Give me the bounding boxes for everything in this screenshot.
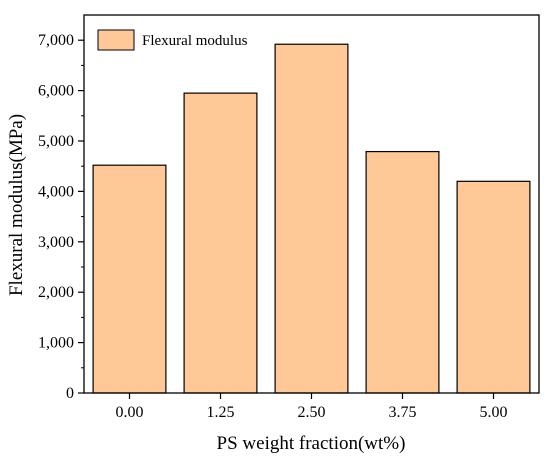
- y-tick-label: 5,000: [38, 133, 74, 150]
- bars-layer: [92, 43, 531, 394]
- bar-5.00: [456, 180, 531, 394]
- y-axis-title: Flexural modulus(MPa): [6, 114, 27, 296]
- x-tick-label: 0.00: [116, 404, 144, 421]
- bar-3.75: [365, 150, 440, 394]
- y-tick-label: 0: [66, 385, 74, 402]
- y-tick-label: 2,000: [38, 284, 74, 301]
- legend-label: Flexural modulus: [142, 33, 248, 49]
- bar-2.50: [274, 43, 349, 394]
- y-tick-label: 3,000: [38, 234, 74, 251]
- y-tick-label: 1,000: [38, 335, 74, 352]
- x-tick-label: 2.50: [298, 404, 326, 421]
- bar-1.25: [183, 92, 258, 394]
- legend: Flexural modulus: [97, 29, 248, 51]
- y-tick-label: 7,000: [38, 32, 74, 49]
- x-tick-label: 5.00: [480, 404, 508, 421]
- legend-swatch: [97, 29, 135, 51]
- ticks-layer: 0 1,000 2,000 3,000 4,000 5,000 6,000 7,000 0.00…: [38, 32, 508, 421]
- x-axis-title: PS weight fraction(wt%): [217, 433, 406, 454]
- x-tick-label: 1.25: [207, 404, 235, 421]
- x-tick-label: 3.75: [389, 404, 417, 421]
- y-tick-label: 4,000: [38, 183, 74, 200]
- bar-0.00: [92, 164, 167, 394]
- y-tick-label: 6,000: [38, 83, 74, 100]
